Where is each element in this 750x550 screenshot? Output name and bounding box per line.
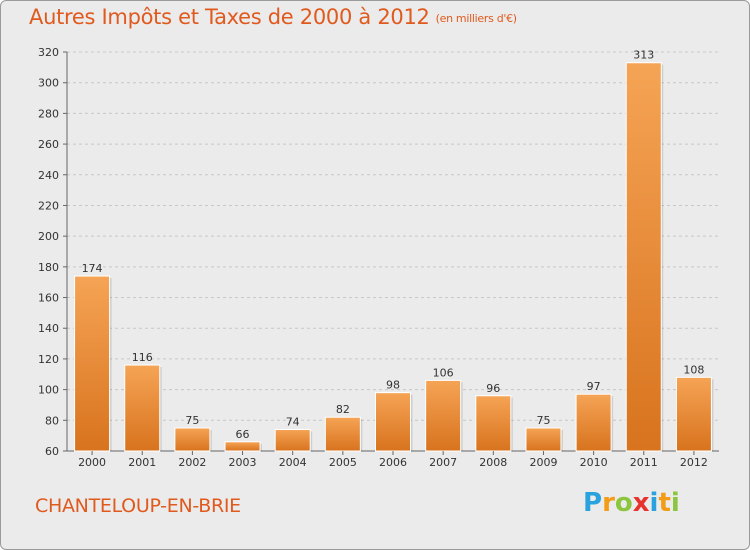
- x-tick-label: 2012: [680, 456, 708, 469]
- y-tick-label: 180: [38, 261, 59, 274]
- value-label: 116: [132, 351, 153, 364]
- value-label: 75: [536, 414, 550, 427]
- value-label: 74: [286, 416, 300, 429]
- proxiti-logo: Proxiti: [583, 488, 680, 518]
- logo-letter: t: [658, 488, 671, 518]
- x-tick-label: 2009: [529, 456, 557, 469]
- bar-2004: [274, 429, 311, 452]
- y-tick-label: 60: [45, 445, 59, 458]
- bar-2012: [675, 376, 712, 452]
- bar-2009: [525, 427, 562, 452]
- bar-2000: [74, 275, 111, 452]
- bar-2003: [224, 441, 261, 452]
- y-tick-label: 220: [38, 199, 59, 212]
- y-tick-label: 280: [38, 107, 59, 120]
- chart-subtitle: (en milliers d'€): [435, 11, 517, 25]
- x-tick-label: 2002: [178, 456, 206, 469]
- x-tick-label: 2007: [429, 456, 457, 469]
- bar-2001: [124, 364, 161, 452]
- x-tick-label: 2005: [329, 456, 357, 469]
- logo-letter: r: [602, 488, 615, 518]
- chart-title: Autres Impôts et Taxes de 2000 à 2012 (en…: [29, 5, 517, 29]
- y-tick-label: 80: [45, 414, 59, 427]
- y-tick-label: 300: [38, 77, 59, 90]
- x-tick-label: 2004: [279, 456, 307, 469]
- value-label: 66: [236, 428, 250, 441]
- bar-2007: [425, 379, 462, 452]
- x-tick-label: 2011: [630, 456, 658, 469]
- value-label: 106: [433, 366, 454, 379]
- y-tick-label: 240: [38, 169, 59, 182]
- x-tick-label: 2003: [229, 456, 257, 469]
- x-tick-label: 2000: [78, 456, 106, 469]
- x-tick-label: 2008: [479, 456, 507, 469]
- value-label: 174: [82, 262, 103, 275]
- commune-name: CHANTELOUP-EN-BRIE: [35, 495, 241, 517]
- value-label: 97: [587, 380, 601, 393]
- bar-2006: [375, 392, 411, 452]
- value-label: 98: [386, 379, 400, 392]
- value-label: 96: [486, 382, 500, 395]
- y-tick-label: 160: [38, 292, 59, 305]
- x-tick-label: 2006: [379, 456, 407, 469]
- value-label: 108: [683, 363, 704, 376]
- logo-letter: i: [670, 488, 680, 518]
- value-label: 313: [633, 49, 654, 62]
- logo-letter: i: [649, 488, 659, 518]
- bar-2010: [575, 393, 612, 452]
- value-label: 75: [185, 414, 199, 427]
- y-tick-label: 120: [38, 353, 59, 366]
- bar-2011: [625, 62, 662, 452]
- y-tick-label: 320: [38, 46, 59, 59]
- bar-2002: [174, 427, 211, 452]
- logo-letter: P: [583, 488, 603, 518]
- bar-2008: [475, 395, 512, 452]
- y-tick-label: 200: [38, 230, 59, 243]
- logo-letter: o: [614, 488, 633, 518]
- y-tick-label: 100: [38, 384, 59, 397]
- logo-letter: x: [632, 488, 650, 518]
- bar-2005: [324, 416, 361, 452]
- x-tick-label: 2001: [128, 456, 156, 469]
- y-tick-label: 260: [38, 138, 59, 151]
- chart-title-text: Autres Impôts et Taxes de 2000 à 2012: [29, 5, 430, 29]
- x-tick-label: 2010: [580, 456, 608, 469]
- value-label: 82: [336, 403, 350, 416]
- y-tick-label: 140: [38, 322, 59, 335]
